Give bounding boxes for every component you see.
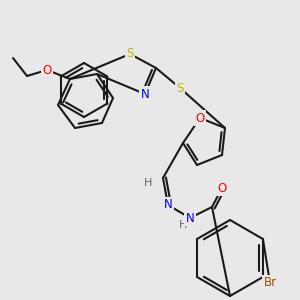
Text: O: O bbox=[218, 182, 226, 194]
Text: S: S bbox=[176, 82, 184, 94]
Text: S: S bbox=[126, 47, 134, 61]
Text: N: N bbox=[186, 212, 194, 224]
Text: N: N bbox=[164, 199, 172, 212]
Text: N: N bbox=[141, 88, 149, 100]
Text: Br: Br bbox=[263, 277, 277, 290]
Text: H: H bbox=[144, 178, 152, 188]
Text: O: O bbox=[42, 64, 52, 76]
Text: O: O bbox=[195, 112, 205, 124]
Text: H: H bbox=[179, 220, 187, 230]
